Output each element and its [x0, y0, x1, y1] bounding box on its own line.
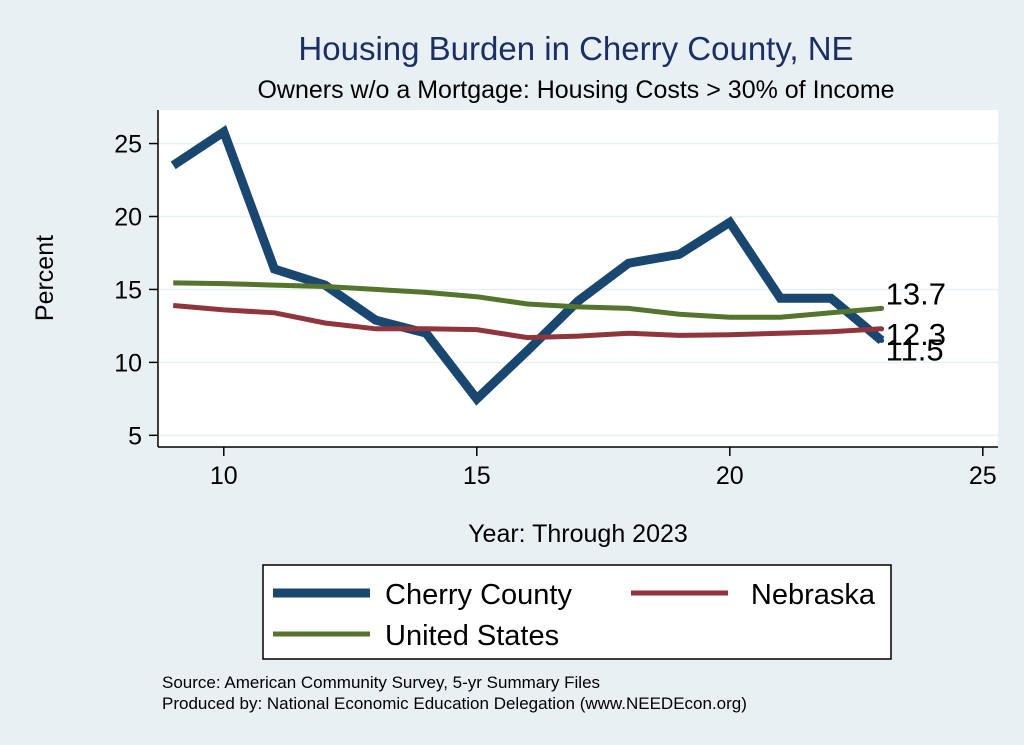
- y-tick-label: 5: [128, 422, 142, 450]
- series-line-united-states: [173, 280, 882, 320]
- chart-title: Housing Burden in Cherry County, NE: [298, 30, 853, 67]
- x-tick-label: 20: [716, 462, 744, 490]
- series-line-nebraska: [172, 303, 882, 341]
- end-label-united-states: 13.7: [886, 276, 946, 311]
- x-tick-label: 10: [210, 462, 238, 490]
- grid-lines: [158, 142, 998, 437]
- y-tick-label: 15: [114, 276, 142, 304]
- axis-ticks: 5 10 15 20 25 10 15 20 25: [114, 131, 997, 490]
- end-label-nebraska: 12.3: [886, 317, 946, 352]
- legend-label: Nebraska: [751, 579, 876, 611]
- x-axis-title: Year: Through 2023: [468, 520, 688, 548]
- y-axis-title: Percent: [31, 235, 59, 321]
- chart-subtitle: Owners w/o a Mortgage: Housing Costs > 3…: [257, 76, 894, 104]
- source-line-2: Produced by: National Economic Education…: [162, 694, 747, 713]
- legend-box: [262, 564, 892, 660]
- legend: Cherry County Nebraska United States: [273, 579, 876, 652]
- series-lines: [170, 125, 885, 406]
- y-tick-label: 10: [114, 349, 142, 377]
- legend-label: Cherry County: [385, 579, 572, 611]
- series-line-cherry-county: [170, 125, 885, 406]
- legend-label: United States: [385, 620, 559, 652]
- x-tick-label: 15: [463, 462, 491, 490]
- source-line-1: Source: American Community Survey, 5-yr …: [162, 673, 600, 692]
- y-tick-label: 20: [114, 203, 142, 231]
- y-tick-label: 25: [114, 131, 142, 159]
- plot-area: [158, 110, 998, 447]
- series-end-point: [879, 326, 885, 332]
- end-label-cherry-county: 11.5: [886, 333, 944, 368]
- end-labels: 11.512.3 13.7: [886, 276, 946, 367]
- x-tick-label: 25: [969, 462, 997, 490]
- series-end-point: [879, 305, 885, 311]
- series-end-point: [879, 338, 885, 344]
